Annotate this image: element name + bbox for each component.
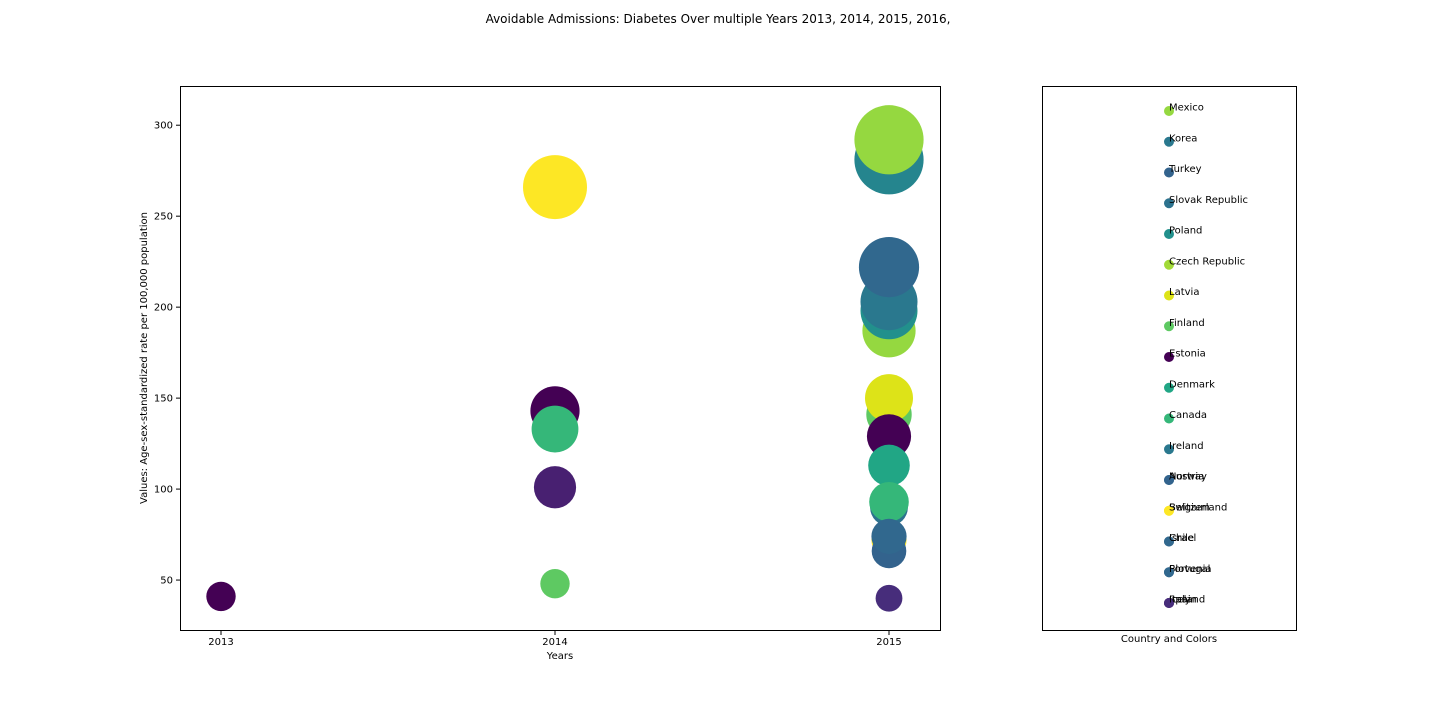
- data-point: [533, 466, 577, 509]
- data-point: [866, 414, 912, 459]
- data-points-group: [206, 105, 924, 612]
- y-tick-label: 150: [154, 394, 173, 405]
- data-point: [869, 482, 909, 522]
- plot-frame: [180, 86, 941, 631]
- data-point: [871, 518, 907, 554]
- y-axis-label: Values: Age-sex-standardized rate per 10…: [139, 212, 150, 504]
- x-axis: 2013 2014 2015: [208, 630, 902, 648]
- data-point: [865, 374, 913, 423]
- y-tick-label: 250: [154, 212, 173, 223]
- data-point: [854, 105, 924, 175]
- data-point: [540, 568, 570, 599]
- x-axis-label: Years: [546, 651, 573, 662]
- y-axis: 50 100 150 200 250 300: [154, 121, 181, 587]
- data-point: [868, 444, 910, 487]
- y-tick-label: 300: [154, 121, 173, 132]
- chart-title: Avoidable Admissions: Diabetes Over mult…: [485, 12, 951, 26]
- data-point: [206, 581, 236, 612]
- y-tick-label: 100: [154, 485, 173, 496]
- y-tick-label: 50: [160, 576, 173, 587]
- data-point: [531, 405, 579, 453]
- x-tick-label: 2014: [542, 637, 567, 648]
- x-tick-label: 2015: [876, 637, 901, 648]
- data-point: [523, 155, 587, 220]
- data-point: [875, 584, 903, 612]
- y-tick-label: 200: [154, 303, 173, 314]
- data-point: [858, 237, 920, 298]
- x-tick-label: 2013: [208, 637, 233, 648]
